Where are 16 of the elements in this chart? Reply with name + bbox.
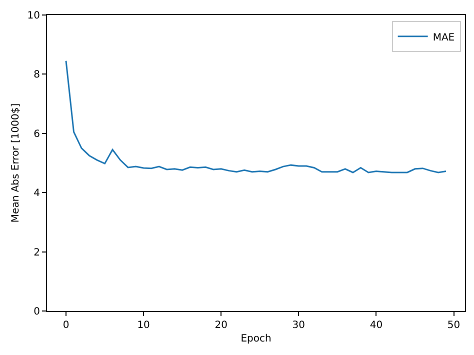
y-tick-label: 10 xyxy=(27,10,40,22)
y-tick-label: 2 xyxy=(34,247,40,258)
y-axis-title: Mean Abs Error [1000$] xyxy=(10,103,22,223)
y-tick-label: 6 xyxy=(34,128,40,140)
x-tick-label: 10 xyxy=(137,320,150,331)
x-axis-title: Epoch xyxy=(240,334,272,344)
x-tick-label: 40 xyxy=(370,320,383,331)
y-tick-label: 8 xyxy=(34,70,40,81)
y-tick-label: 0 xyxy=(34,306,40,318)
line-series xyxy=(65,60,447,174)
x-tick-label: 20 xyxy=(214,320,228,331)
x-tick-label: 30 xyxy=(292,320,306,331)
x-tick-label: 0 xyxy=(62,320,70,331)
y-tick-label: 4 xyxy=(34,188,40,200)
x-tick-label: 50 xyxy=(447,320,460,331)
legend-label: MAE xyxy=(432,32,455,44)
